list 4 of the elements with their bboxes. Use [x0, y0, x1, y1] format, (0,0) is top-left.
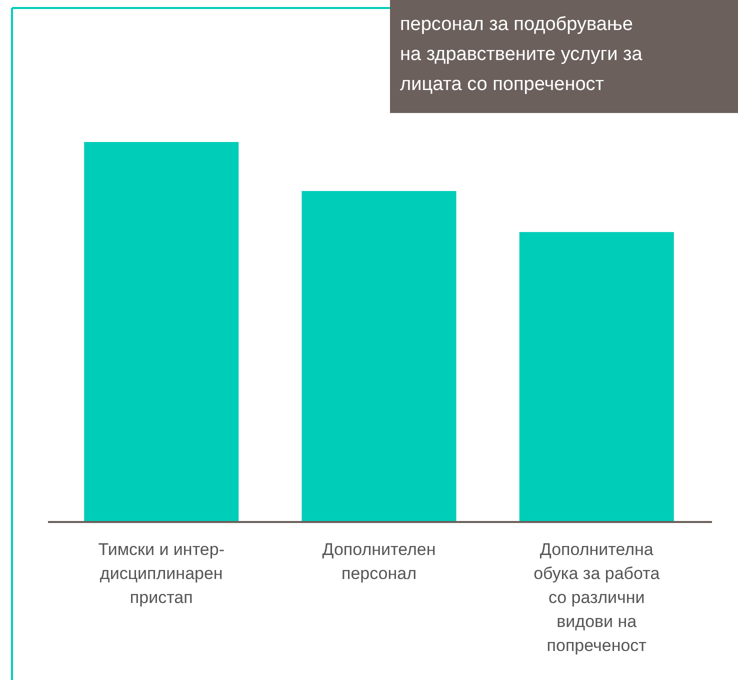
chart-title: персонал за подобрување на здравствените услуги за лицата со попреченост	[400, 14, 643, 95]
x-tick-label: Дополнителна обука за работа со различни видови на попреченост	[534, 540, 660, 655]
x-tick-label: Дополнителен персонал	[322, 540, 436, 583]
x-tick-label: Тимски и интер- дисциплинарен пристап	[98, 540, 224, 607]
